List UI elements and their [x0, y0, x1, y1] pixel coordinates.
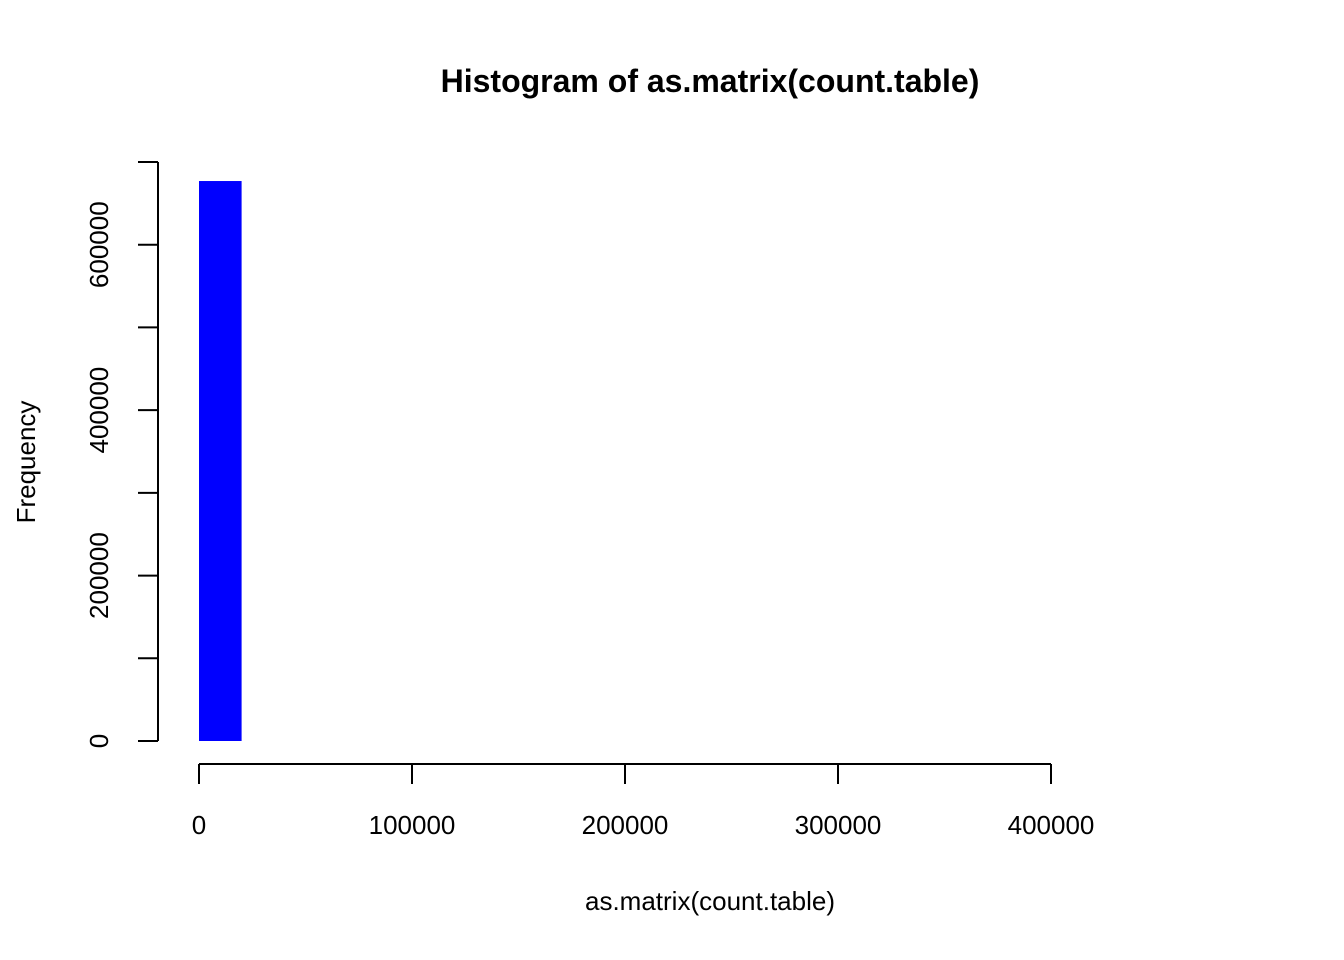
chart-title: Histogram of as.matrix(count.table): [441, 63, 980, 99]
x-axis-label: as.matrix(count.table): [585, 886, 835, 916]
y-tick-label-2: 200000: [84, 532, 114, 619]
y-tick-label-6: 600000: [84, 201, 114, 288]
x-tick-label-1: 100000: [369, 810, 456, 840]
x-tick-label-4: 400000: [1008, 810, 1095, 840]
x-tick-label-2: 200000: [582, 810, 669, 840]
bars-group: [199, 181, 242, 741]
y-tick-label-4: 400000: [84, 367, 114, 454]
y-axis-label: Frequency: [11, 401, 41, 524]
y-tick-label-0: 0: [84, 734, 114, 748]
histogram-bar-0: [199, 181, 242, 741]
x-tick-label-3: 300000: [795, 810, 882, 840]
y-axis: 0 200000 400000 600000: [84, 161, 159, 748]
x-axis: 0 100000 200000 300000 400000: [192, 763, 1095, 840]
x-tick-label-0: 0: [192, 810, 206, 840]
